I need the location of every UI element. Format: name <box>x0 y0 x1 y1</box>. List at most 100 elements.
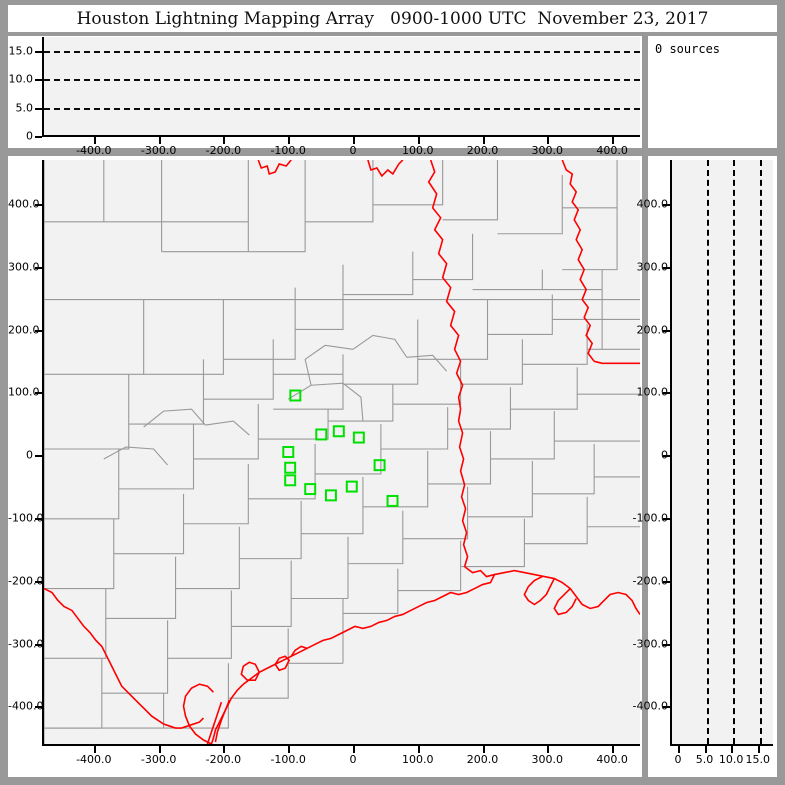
y-tick-mark <box>35 51 42 54</box>
x-tick-label: 200.0 <box>466 753 499 766</box>
lma-station-marker <box>315 428 328 441</box>
y-tick-label: 200.0 <box>636 323 669 337</box>
x-tick-label: 10.0 <box>718 753 744 766</box>
y-tick-label: -100.0 <box>632 511 668 525</box>
x-tick-mark <box>417 137 420 144</box>
x-tick-label: -400.0 <box>76 753 112 766</box>
x-tick-mark <box>93 137 96 144</box>
y-tick-mark <box>663 706 670 709</box>
grid-line-horizontal <box>44 51 640 54</box>
x-tick-mark <box>158 746 161 753</box>
lma-station-marker <box>289 389 302 402</box>
x-tick-label: 400.0 <box>596 144 628 157</box>
lma-station-marker <box>345 480 358 493</box>
county-boundaries-central <box>103 334 448 466</box>
time-height-plot-area[interactable] <box>42 37 640 137</box>
x-tick-mark <box>547 137 550 144</box>
grid-line-vertical <box>706 160 709 744</box>
title-bar: Houston Lightning Mapping Array 0900-100… <box>8 5 777 32</box>
y-tick-label: 10.0 <box>8 72 34 86</box>
y-tick-label: -200.0 <box>8 574 44 588</box>
y-tick-label: 100.0 <box>8 385 40 399</box>
lma-station-marker <box>386 494 399 507</box>
x-tick-label: 300.0 <box>531 144 564 157</box>
x-tick-mark <box>482 746 485 753</box>
y-tick-label: 5.0 <box>15 101 34 115</box>
lma-station-marker <box>304 483 317 496</box>
grid-line-horizontal <box>44 107 640 110</box>
y-tick-mark <box>35 266 42 269</box>
lma-station-marker <box>284 461 297 474</box>
y-tick-label: -300.0 <box>632 637 668 651</box>
y-tick-mark <box>35 643 42 646</box>
x-tick-label: -300.0 <box>140 144 177 157</box>
lma-station-marker <box>373 459 386 472</box>
plan-view-map-panel[interactable]: 400.0 300.0 200.0 100.0 0 -100.0 -200.0 -300.0 -… <box>8 156 642 777</box>
x-tick-mark <box>288 746 291 753</box>
x-tick-label: -200.0 <box>205 753 242 766</box>
x-tick-label: 0 <box>674 753 682 766</box>
source-density-plot-area[interactable] <box>670 160 773 746</box>
x-tick-label: -300.0 <box>140 753 177 766</box>
y-tick-mark <box>35 329 42 332</box>
x-tick-label: 300.0 <box>531 753 564 766</box>
y-tick-label: 0 <box>26 129 33 143</box>
y-tick-mark <box>663 580 670 583</box>
y-tick-label: 300.0 <box>636 260 669 274</box>
x-tick-label: -200.0 <box>205 144 242 157</box>
grid-line-vertical <box>759 160 762 744</box>
y-tick-label: 300.0 <box>8 260 40 274</box>
lma-station-marker <box>324 489 337 502</box>
x-tick-mark <box>93 746 96 753</box>
x-tick-label: 5.0 <box>695 753 714 766</box>
y-tick-mark <box>35 517 42 520</box>
x-tick-label: 0 <box>349 753 357 766</box>
y-tick-mark <box>35 203 42 206</box>
y-tick-label: 400.0 <box>636 197 669 211</box>
source-density-panel[interactable]: 400.0 300.0 200.0 100.0 0 -100.0 -200.0 -300.0 -… <box>633 156 777 777</box>
x-tick-mark <box>417 746 420 753</box>
x-tick-mark <box>757 746 760 753</box>
x-tick-label: 15.0 <box>745 753 770 766</box>
state-boundaries <box>44 160 640 744</box>
x-tick-mark <box>288 137 291 144</box>
x-tick-mark <box>352 137 355 144</box>
map-vector-layer <box>44 160 640 744</box>
y-tick-mark <box>35 136 42 138</box>
x-tick-label: 0 <box>349 144 357 157</box>
y-tick-label: 200.0 <box>8 323 40 337</box>
x-tick-mark <box>677 746 680 753</box>
x-tick-mark <box>158 137 161 144</box>
y-tick-label: 15.0 <box>8 44 34 58</box>
y-tick-label: -400.0 <box>632 699 668 713</box>
y-tick-mark <box>35 392 42 395</box>
y-tick-label: 0 <box>661 448 668 462</box>
x-tick-mark <box>547 746 550 753</box>
y-tick-mark <box>35 580 42 583</box>
source-count-panel: 0 sources <box>648 36 777 148</box>
y-tick-mark <box>663 329 670 332</box>
x-tick-label: -100.0 <box>270 753 306 766</box>
source-count-label: 0 sources <box>655 42 721 56</box>
x-tick-mark <box>223 137 226 144</box>
y-tick-mark <box>663 517 670 520</box>
y-tick-mark <box>663 643 670 646</box>
x-tick-mark <box>612 746 615 753</box>
y-tick-mark <box>663 266 670 269</box>
y-tick-label: -100.0 <box>8 511 44 525</box>
lma-station-marker <box>352 431 365 444</box>
y-tick-mark <box>35 455 42 458</box>
map-plot-area[interactable] <box>42 160 640 746</box>
x-tick-label: 100.0 <box>401 144 434 157</box>
y-tick-label: 400.0 <box>8 197 40 211</box>
x-tick-label: 200.0 <box>466 144 499 157</box>
x-tick-mark <box>482 137 485 144</box>
x-tick-label: 400.0 <box>596 753 628 766</box>
y-tick-mark <box>663 203 670 206</box>
y-tick-label: 0 <box>26 448 33 462</box>
x-tick-mark <box>223 746 226 753</box>
y-tick-mark <box>663 392 670 395</box>
page-title: Houston Lightning Mapping Array 0900-100… <box>76 8 709 29</box>
x-tick-mark <box>352 746 355 753</box>
time-height-panel[interactable]: 0 5.0 10.0 15.0 -400.0 -300.0 -200.0 -100.0 0 10… <box>8 36 642 157</box>
